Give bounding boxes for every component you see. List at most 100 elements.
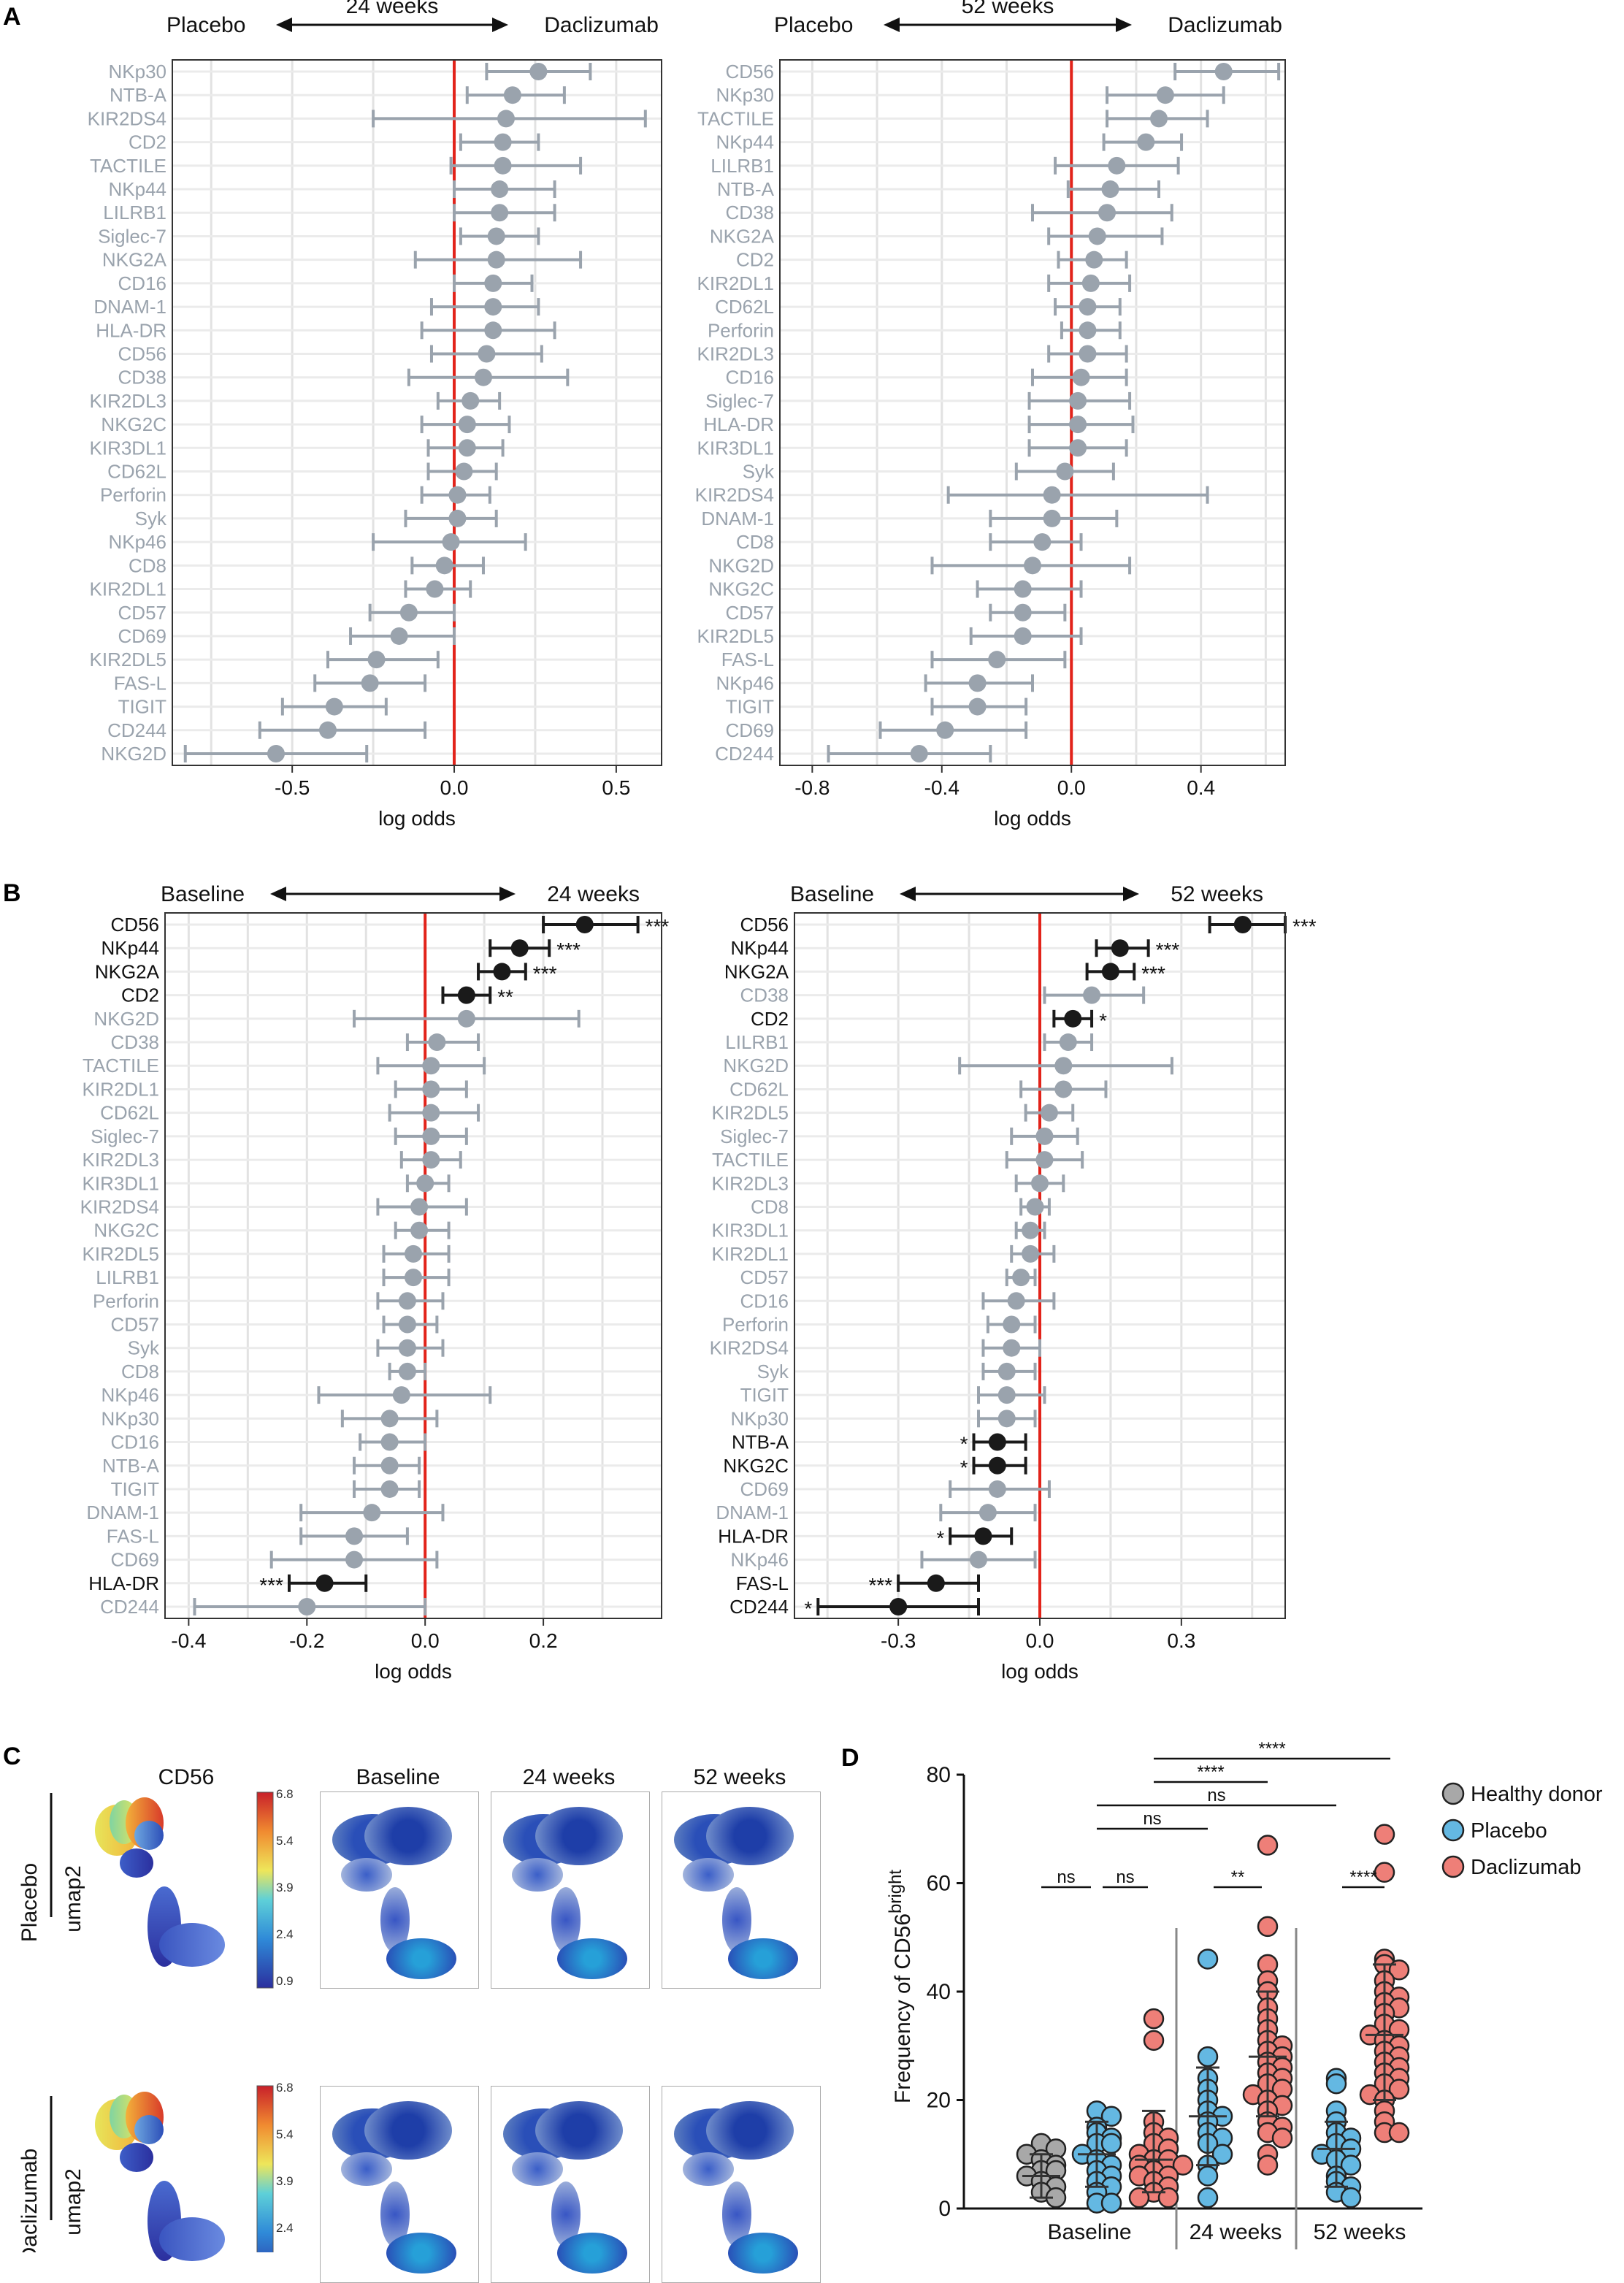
panel-letter-b: B: [3, 879, 21, 907]
colorbar-tick-label: 6.8: [276, 2081, 294, 2095]
row-label: DNAM-1: [86, 1502, 159, 1523]
significance-label: *: [960, 1433, 968, 1456]
row-label: NKp30: [102, 1407, 160, 1429]
estimate-point: [267, 745, 285, 762]
significance-bracket-label: ****: [1197, 1762, 1224, 1782]
x-tick-label: -0.5: [275, 776, 310, 799]
row-label: KIR2DL3: [83, 1149, 160, 1171]
row-label: CD62L: [100, 1102, 159, 1124]
row-label: KIR2DL5: [712, 1102, 789, 1124]
row-label: CD16: [726, 367, 774, 389]
estimate-point: [1079, 321, 1097, 340]
row-label: FAS-L: [107, 1525, 159, 1547]
colorbar-tick-label: 2.4: [276, 2221, 294, 2235]
row-label: FAS-L: [736, 1572, 789, 1594]
row-label: CD244: [107, 719, 166, 741]
row-label: NKG2D: [708, 554, 774, 576]
data-point: [1157, 2187, 1179, 2209]
x-tick-label: 0.2: [529, 1629, 558, 1652]
estimate-point: [345, 1527, 364, 1545]
umap-plot: [662, 1791, 821, 1989]
row-label: NKp46: [102, 1384, 160, 1406]
x-tick-label: -0.3: [881, 1629, 916, 1652]
umap-density-region: [512, 2152, 563, 2186]
significance-label: *: [1099, 1009, 1107, 1032]
row-label: CD69: [111, 1549, 159, 1571]
c-axis-y-label: umap2: [61, 2168, 85, 2236]
c-axis-y-label: umap2: [61, 1865, 85, 1932]
estimate-point: [1111, 939, 1129, 957]
estimate-point: [410, 1221, 429, 1239]
estimate-point: [458, 439, 476, 457]
umap-density-region: [159, 2217, 225, 2261]
header-arrow-right: [1123, 887, 1139, 901]
row-label: NTB-A: [102, 1455, 160, 1477]
estimate-point: [422, 1057, 440, 1075]
umap-density-region: [386, 2233, 456, 2274]
estimate-point: [1069, 416, 1087, 434]
significance-bracket-label: ns: [1057, 1867, 1075, 1887]
estimate-point: [1083, 986, 1101, 1004]
plot-frame: [172, 59, 662, 766]
row-label: TIGIT: [118, 696, 167, 718]
row-label: Syk: [743, 461, 775, 483]
y-axis-label-main: Frequency of CD56: [891, 1913, 915, 2103]
row-label: NKG2A: [102, 249, 167, 271]
estimate-point: [457, 986, 475, 1004]
row-label: CD2: [751, 1008, 789, 1030]
estimate-point: [988, 1456, 1006, 1475]
row-label: NKG2D: [101, 743, 166, 765]
estimate-point: [988, 1480, 1006, 1498]
estimate-point: [1079, 345, 1097, 363]
estimate-point: [422, 1080, 440, 1098]
estimate-point: [435, 557, 453, 575]
data-point: [1143, 2008, 1165, 2030]
row-label: Perforin: [708, 319, 774, 341]
y-axis-label: Frequency of CD56bright: [886, 1870, 915, 2104]
header-title: 52 weeks: [962, 0, 1054, 18]
y-axis-label-superscript: bright: [886, 1870, 905, 1913]
umap-density-region: [535, 2101, 623, 2160]
x-tick-label: 0.3: [1167, 1629, 1195, 1652]
estimate-point: [398, 1292, 416, 1310]
significance-bracket-label: ns: [1207, 1786, 1225, 1805]
colorbar: [256, 1791, 274, 1989]
header-left-label: Placebo: [774, 13, 853, 37]
colorbar-tick-label: 5.4: [276, 2127, 294, 2141]
estimate-point: [484, 274, 502, 292]
data-point: [1143, 2030, 1165, 2051]
estimate-point: [1022, 1221, 1040, 1239]
legend-marker: [1441, 1819, 1465, 1842]
row-label: LILRB1: [725, 1031, 789, 1053]
estimate-point: [484, 321, 502, 340]
significance-bracket-label: **: [1231, 1867, 1245, 1887]
umap-plot: [89, 1791, 253, 1989]
significance-label: *: [936, 1526, 944, 1549]
row-label: CD38: [726, 202, 774, 223]
estimate-point: [380, 1410, 399, 1428]
estimate-point: [398, 1315, 416, 1334]
row-label: NKp46: [716, 672, 775, 694]
c-column-title: 52 weeks: [694, 1765, 786, 1789]
row-label: TIGIT: [726, 696, 775, 718]
y-tick-label: 40: [927, 1980, 951, 2004]
row-label: NKG2C: [93, 1220, 159, 1242]
x-tick-label: 0.0: [1057, 776, 1086, 799]
colorbar-tick-label: 3.9: [276, 2174, 294, 2188]
estimate-point: [1043, 509, 1061, 527]
umap-plot: [491, 1791, 650, 1989]
row-label: NKG2C: [723, 1455, 789, 1477]
estimate-point: [1150, 110, 1168, 128]
estimate-point: [1137, 133, 1155, 151]
row-label: NKp30: [109, 61, 167, 83]
row-label: CD8: [121, 1361, 159, 1383]
estimate-point: [1069, 439, 1087, 457]
row-label: CD57: [726, 602, 774, 624]
estimate-point: [325, 697, 343, 716]
significance-label: *: [960, 1456, 968, 1479]
row-label: TACTILE: [90, 155, 166, 177]
row-label: CD16: [118, 272, 166, 294]
estimate-point: [1064, 1009, 1082, 1028]
y-tick-label: 80: [927, 1763, 951, 1787]
